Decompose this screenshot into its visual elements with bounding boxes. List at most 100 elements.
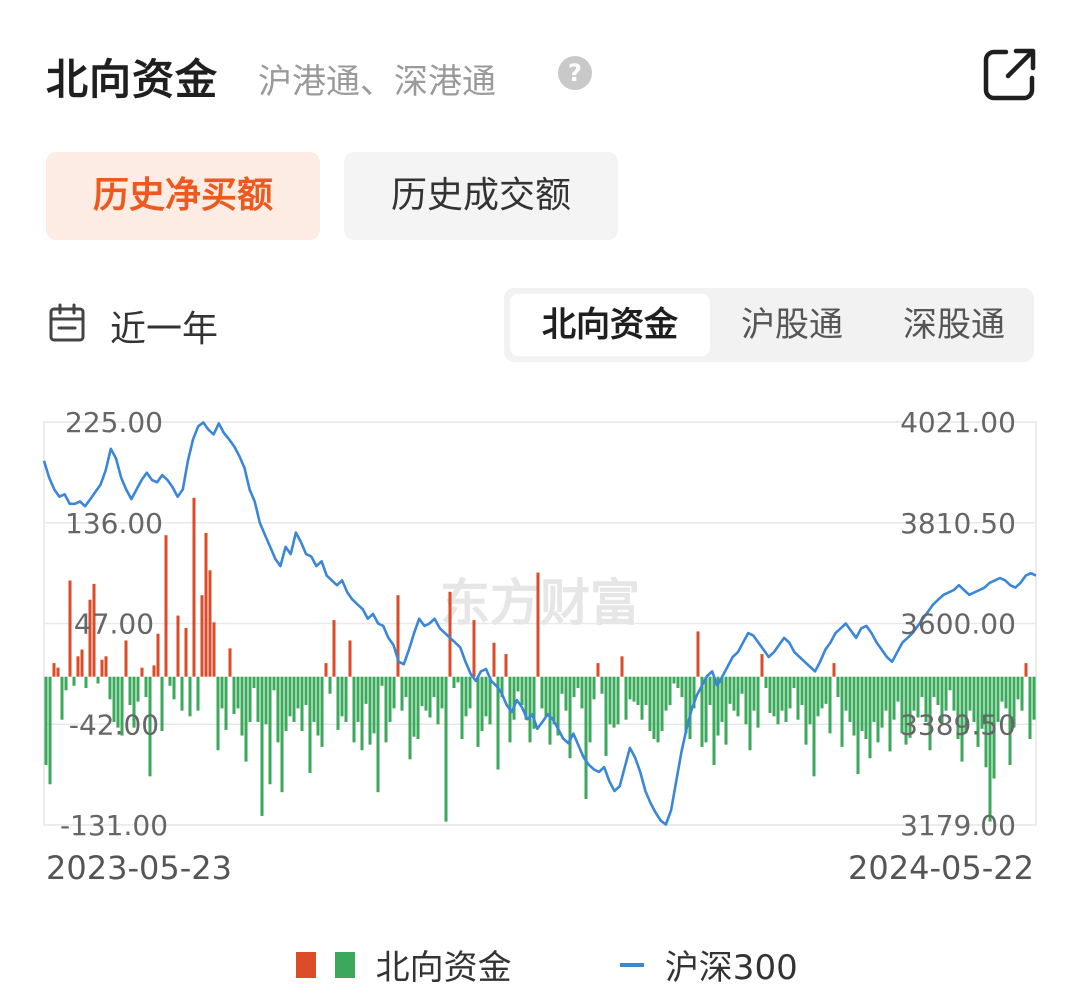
tab-net-buy[interactable]: 历史净买额 xyxy=(46,152,320,240)
bar xyxy=(584,676,588,799)
bar xyxy=(520,676,524,706)
bar xyxy=(740,676,744,694)
bar xyxy=(108,676,112,700)
bar xyxy=(928,676,932,751)
segment-northbound[interactable]: 北向资金 xyxy=(510,294,710,356)
bar xyxy=(220,676,224,709)
bar xyxy=(524,676,528,720)
bar xyxy=(92,583,96,677)
bar xyxy=(352,676,356,743)
bar xyxy=(168,676,172,686)
period-selector[interactable]: 近一年 xyxy=(110,309,219,350)
bar xyxy=(504,654,508,677)
bar xyxy=(808,676,812,725)
bar xyxy=(908,676,912,738)
bar xyxy=(408,676,412,760)
bar xyxy=(460,676,464,739)
segment-shanghai-connect[interactable]: 沪股通 xyxy=(741,305,843,345)
bar xyxy=(980,676,984,729)
bar xyxy=(516,676,520,692)
bar xyxy=(952,676,956,711)
legend-csi300: 沪深300 xyxy=(620,940,798,989)
tab-turnover[interactable]: 历史成交额 xyxy=(344,152,618,240)
bar xyxy=(148,676,152,777)
bar xyxy=(120,676,124,736)
legend-positive-swatch xyxy=(296,951,316,978)
bar xyxy=(888,676,892,752)
bar xyxy=(652,676,656,739)
bar xyxy=(728,676,732,704)
bar xyxy=(940,676,944,725)
segment-shenzhen-connect[interactable]: 深股通 xyxy=(903,305,1005,345)
bar xyxy=(988,676,992,822)
left-tick-label: -42.00 xyxy=(69,708,159,741)
bar xyxy=(816,676,820,717)
external-link-icon[interactable] xyxy=(982,46,1038,102)
right-tick-label: 3389.50 xyxy=(900,708,1016,741)
bar xyxy=(864,676,868,739)
bar xyxy=(176,615,180,677)
bar xyxy=(328,676,332,694)
bar xyxy=(224,676,228,730)
bar xyxy=(536,572,540,677)
bar xyxy=(924,676,928,722)
page-title: 北向资金 xyxy=(46,55,219,104)
bar xyxy=(656,676,660,743)
bar xyxy=(552,676,556,725)
bar xyxy=(260,676,264,816)
bar xyxy=(692,676,696,709)
bar xyxy=(308,676,312,773)
legend-northbound-label: 北向资金 xyxy=(375,948,512,988)
bar xyxy=(124,640,128,677)
bar xyxy=(100,659,104,677)
legend-csi300-label: 沪深300 xyxy=(664,948,798,988)
bar xyxy=(960,676,964,762)
bar xyxy=(332,620,336,677)
bar xyxy=(720,676,724,722)
bar xyxy=(312,676,316,722)
bar xyxy=(644,676,648,706)
calendar-icon[interactable] xyxy=(48,303,86,343)
bar xyxy=(700,676,704,747)
bar xyxy=(624,676,628,720)
bar xyxy=(664,676,668,711)
bar xyxy=(1024,663,1028,677)
bar xyxy=(856,676,860,775)
right-tick-label: 4021.00 xyxy=(900,406,1016,439)
bar xyxy=(128,676,132,706)
bar xyxy=(948,676,952,691)
left-tick-label: -131.00 xyxy=(60,809,168,842)
bar xyxy=(364,676,368,704)
left-tick-label: 47.00 xyxy=(74,608,154,641)
bar xyxy=(832,663,836,677)
bar xyxy=(48,676,52,785)
bar xyxy=(52,663,56,677)
bar xyxy=(84,676,88,689)
bar xyxy=(44,676,48,766)
bar xyxy=(132,676,136,728)
bar xyxy=(528,676,532,743)
bar xyxy=(188,676,192,717)
legend-negative-swatch xyxy=(334,951,355,978)
question-circle-icon[interactable]: ? xyxy=(558,56,592,90)
bar xyxy=(680,676,684,698)
bar xyxy=(412,676,416,737)
bar xyxy=(428,676,432,718)
bar xyxy=(956,676,960,739)
bar xyxy=(116,676,120,728)
bar xyxy=(788,676,792,709)
bar xyxy=(156,633,160,677)
bar xyxy=(484,676,488,717)
bar xyxy=(984,676,988,768)
bar xyxy=(668,676,672,706)
bar xyxy=(784,676,788,722)
bar xyxy=(340,676,344,717)
bar xyxy=(324,663,328,677)
bar xyxy=(288,676,292,717)
bar xyxy=(884,676,888,711)
watermark: 东方财富 xyxy=(440,574,640,632)
bar xyxy=(824,676,828,704)
bar xyxy=(676,676,680,689)
bar xyxy=(916,676,920,718)
bar xyxy=(596,663,600,677)
